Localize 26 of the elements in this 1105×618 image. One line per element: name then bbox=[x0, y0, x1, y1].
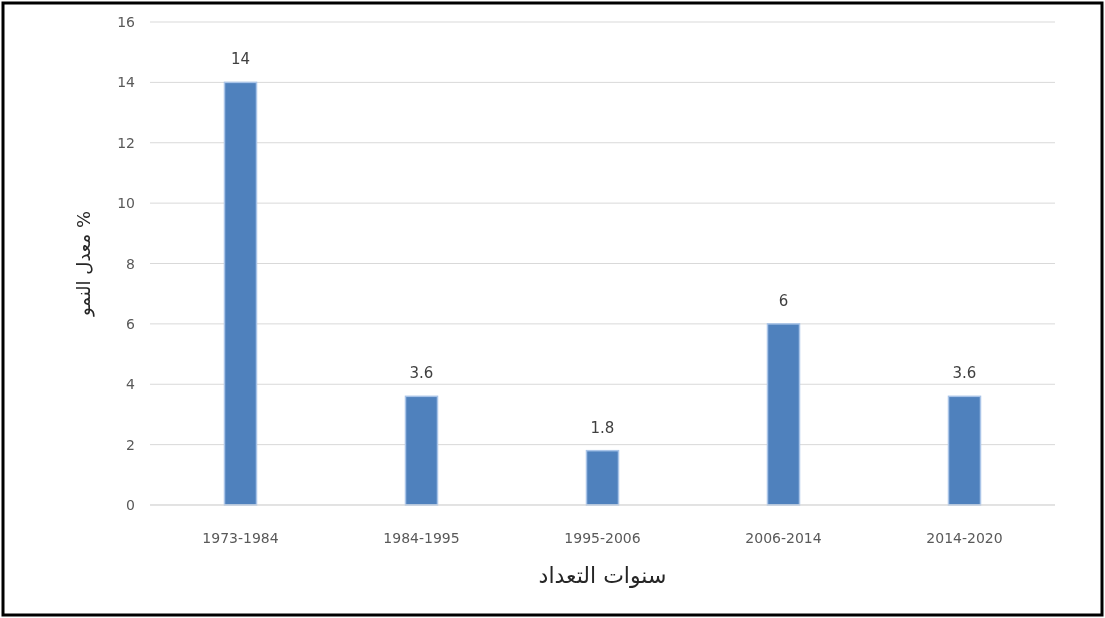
data-label: 6 bbox=[778, 291, 789, 310]
y-tick-label: 10 bbox=[117, 195, 135, 212]
y-tick-label: 14 bbox=[117, 74, 136, 91]
y-tick-label: 16 bbox=[117, 14, 136, 30]
x-axis-title: سنوات التعداد bbox=[538, 563, 667, 588]
y-tick-label: 2 bbox=[126, 436, 135, 453]
y-tick-label: 0 bbox=[126, 497, 135, 513]
bar bbox=[404, 395, 439, 506]
bar bbox=[947, 395, 982, 506]
data-label: 3.6 bbox=[409, 364, 434, 383]
bar bbox=[223, 81, 258, 506]
bar bbox=[585, 449, 620, 506]
y-tick-label: 8 bbox=[126, 255, 135, 272]
bar bbox=[766, 323, 801, 506]
data-label: 1.8 bbox=[590, 418, 615, 437]
y-axis-title: معدل النمو % bbox=[73, 210, 95, 318]
x-tick-label: 1984-1995 bbox=[383, 530, 460, 546]
x-tick-label: 2014-2020 bbox=[926, 530, 1003, 546]
data-label: 3.6 bbox=[952, 364, 977, 383]
x-tick-label: 2006-2014 bbox=[745, 530, 822, 546]
data-label: 14 bbox=[230, 50, 251, 69]
x-tick-label: 1995-2006 bbox=[564, 530, 641, 546]
y-tick-label: 4 bbox=[126, 376, 136, 393]
x-tick-label: 1973-1984 bbox=[202, 530, 279, 546]
y-tick-label: 12 bbox=[117, 134, 135, 151]
y-tick-label: 6 bbox=[126, 315, 136, 332]
